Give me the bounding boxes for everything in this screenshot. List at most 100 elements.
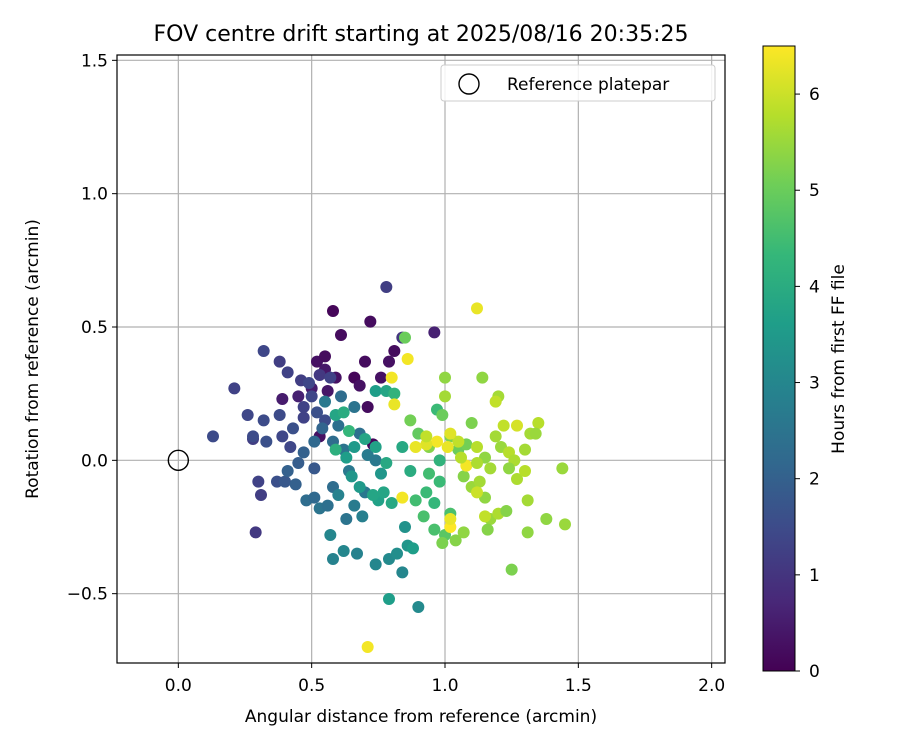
x-tick-label: 0.5 <box>298 676 325 696</box>
scatter-point <box>335 329 347 341</box>
scatter-point <box>444 513 457 525</box>
scatter-point <box>297 446 310 459</box>
scatter-point <box>364 315 377 328</box>
scatter-point <box>241 409 254 421</box>
scatter-point <box>276 430 289 443</box>
colorbar-tick-label: 6 <box>809 85 820 105</box>
scatter-point <box>369 558 382 571</box>
scatter-point <box>529 427 542 440</box>
scatter-point <box>497 419 510 432</box>
scatter-point <box>521 526 534 539</box>
scatter-point <box>340 451 353 464</box>
scatter-point <box>489 395 502 408</box>
scatter-point <box>511 419 523 432</box>
scatter-point <box>321 385 334 397</box>
y-tick-label: −0.5 <box>67 585 108 605</box>
x-tick-label: 1.0 <box>431 676 458 696</box>
scatter-point <box>409 441 422 453</box>
scatter-point <box>465 417 478 429</box>
scatter-point <box>388 387 401 400</box>
scatter-point <box>289 478 302 491</box>
scatter-point <box>375 371 387 384</box>
scatter-point <box>532 417 545 429</box>
scatter-point <box>503 462 515 475</box>
scatter-point <box>484 462 497 475</box>
scatter-point <box>396 491 409 504</box>
scatter-point <box>471 302 483 315</box>
scatter-point <box>337 545 350 557</box>
plot-frame <box>116 54 726 664</box>
scatter-point <box>353 379 366 392</box>
scatter-point <box>247 430 259 443</box>
chart-title: FOV centre drift starting at 2025/08/16 … <box>154 22 689 47</box>
colorbar-tick-label: 5 <box>809 181 820 201</box>
scatter-point <box>457 470 470 483</box>
scatter-point <box>284 441 297 453</box>
scatter-point <box>428 523 441 536</box>
scatter-point <box>327 305 339 317</box>
scatter-point <box>332 419 345 432</box>
scatter-point <box>404 465 417 477</box>
legend-label: Reference platepar <box>507 75 669 95</box>
scatter-point <box>276 393 289 405</box>
x-tick-label: 2.0 <box>698 676 725 696</box>
scatter-point <box>420 486 433 499</box>
scatter-point <box>489 430 502 443</box>
scatter-point <box>319 350 331 363</box>
scatter-point <box>409 494 422 507</box>
colorbar-tick-label: 2 <box>809 470 820 490</box>
scatter-point <box>361 401 374 413</box>
y-tick-label: 1.0 <box>81 185 108 205</box>
scatter-point <box>399 331 411 344</box>
scatter-point <box>380 457 393 469</box>
scatter-point <box>316 422 329 435</box>
scatter-point <box>473 475 486 488</box>
scatter-point <box>356 510 369 523</box>
colorbar-tick-label: 0 <box>809 662 820 682</box>
scatter-point <box>369 441 382 453</box>
scatter-point <box>260 435 273 448</box>
scatter-point <box>511 473 523 485</box>
scatter-point <box>401 353 414 365</box>
scatter-point <box>367 489 379 501</box>
scatter-point <box>481 523 494 536</box>
scatter-point <box>396 566 409 579</box>
scatter-point <box>337 406 350 419</box>
scatter-point <box>279 475 291 488</box>
scatter-point <box>433 454 446 467</box>
scatter-point <box>252 475 265 488</box>
scatter-point <box>417 510 430 523</box>
scatter-point <box>383 355 395 368</box>
scatter-point <box>321 499 334 512</box>
scatter-point <box>433 475 446 488</box>
scatter-point <box>385 371 398 384</box>
scatter-point <box>556 462 569 475</box>
scatter-point <box>500 505 513 517</box>
scatter-point <box>297 411 310 424</box>
scatter-point <box>380 281 393 293</box>
scatter-point <box>455 451 467 464</box>
scatter-point <box>308 491 321 504</box>
scatter-point <box>324 529 337 541</box>
scatter-point <box>281 366 294 379</box>
scatter-point <box>388 345 401 357</box>
scatter-point <box>444 427 457 440</box>
y-tick-label: 0.5 <box>81 318 108 338</box>
scatter-point <box>297 401 310 413</box>
scatter-point <box>457 526 470 539</box>
scatter-point <box>439 390 451 403</box>
scatter-point <box>388 398 401 411</box>
scatter-point <box>369 385 382 397</box>
scatter-point <box>329 443 342 456</box>
colorbar-tick-label: 4 <box>809 277 820 297</box>
scatter-point <box>287 422 299 435</box>
scatter-point <box>273 355 286 368</box>
scatter-point <box>519 443 531 456</box>
scatter-point <box>521 494 534 507</box>
scatter-point <box>559 518 571 531</box>
scatter-point <box>471 486 483 499</box>
scatter-point <box>311 406 323 419</box>
grid <box>117 55 725 663</box>
scatter-point <box>436 409 449 421</box>
scatter-point <box>385 497 398 509</box>
